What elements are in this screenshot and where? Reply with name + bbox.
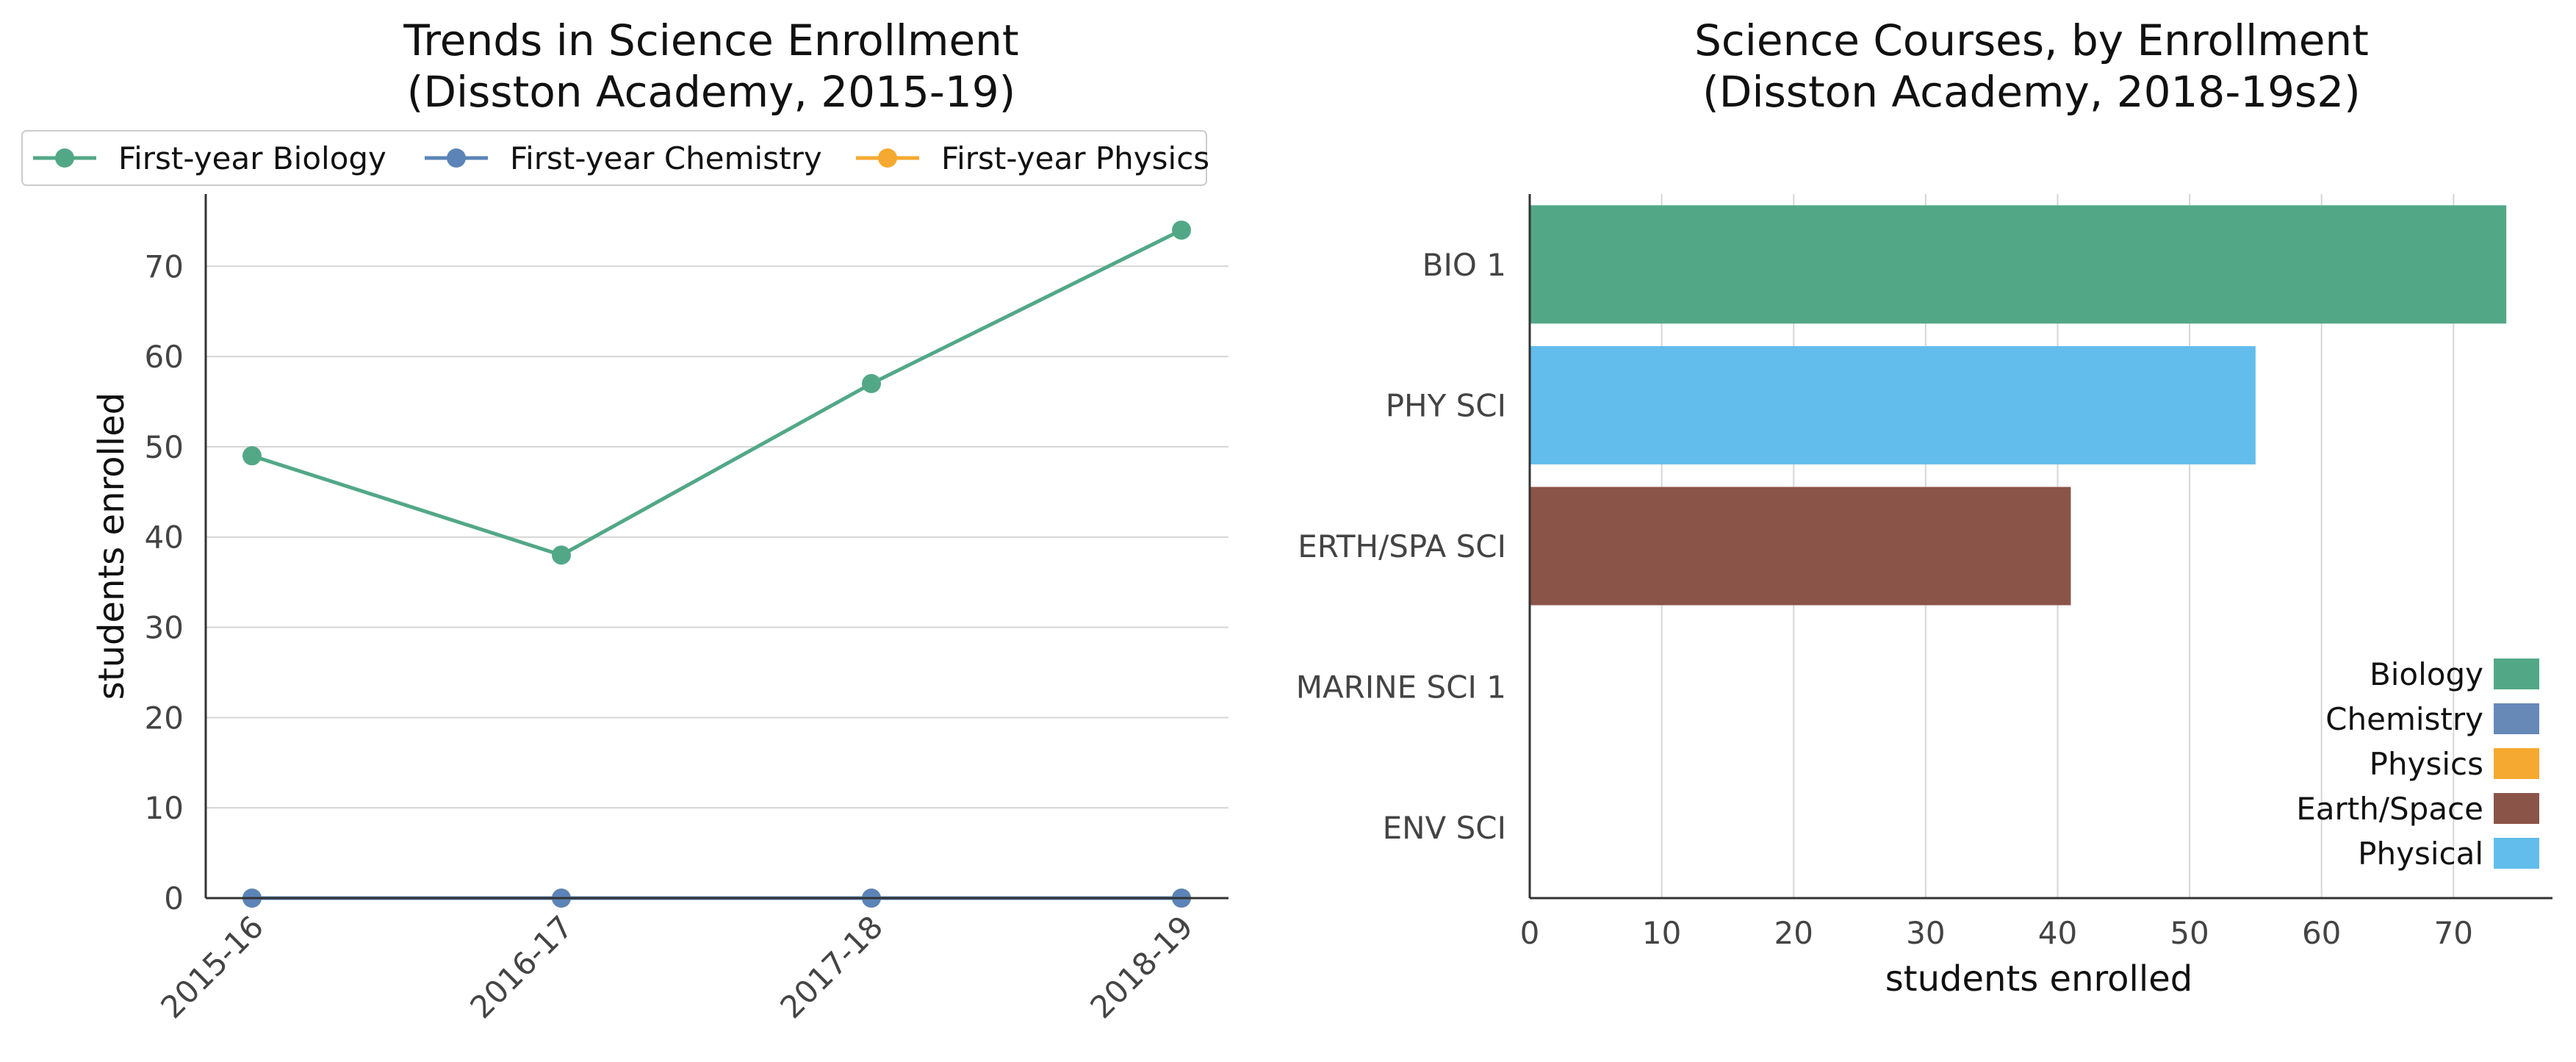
legend-swatch [2494,793,2539,824]
x-tick-label: 0 [1520,915,1540,951]
y-tick-label: PHY SCI [1386,387,1506,423]
line-chart-gridlines [206,265,1228,809]
legend-label: Chemistry [2325,701,2483,737]
x-tick-label: 2015-16 [154,908,270,1025]
legend-label: Biology [2370,656,2483,692]
title-line: Science Courses, by Enrollment [1694,15,2369,65]
bar-chart-y-ticks: BIO 1 PHY SCI ERTH/SPA SCI MARINE SCI 1 ENV … [1296,247,1506,846]
x-tick-label: 20 [1774,915,1813,951]
title-line: (Disston Academy, 2015-19) [407,67,1016,117]
bar-chart: Science Courses, by Enrollment (Disston A… [1296,15,2552,1000]
data-point [1172,220,1191,240]
line-chart-title: Trends in Science Enrollment (Disston Aca… [403,15,1018,117]
legend-swatch [2494,838,2539,869]
x-tick-label: 50 [2170,915,2209,951]
y-tick-label: 50 [145,429,184,465]
line-chart-y-ticks: 0 10 20 30 40 50 60 70 [145,248,184,916]
title-line: Trends in Science Enrollment [403,15,1018,65]
legend-label: Physical [2358,836,2483,872]
x-tick-label: 2017-18 [773,908,890,1025]
line-chart-legend: First-year Biology First-year Chemistry Fi… [21,130,1209,186]
line-chart: Trends in Science Enrollment (Disston Aca… [21,15,1228,1025]
bar [1530,345,2256,464]
legend-swatch [2494,748,2539,779]
legend-marker [55,148,74,168]
data-point [242,446,262,466]
x-tick-label: 2016-17 [463,908,580,1025]
y-tick-label: 10 [145,790,184,826]
line-chart-x-ticks: 2015-16 2016-17 2017-18 2018-19 [154,908,1200,1025]
line-chart-y-axis-label: students enrolled [91,392,132,700]
y-tick-label: MARINE SCI 1 [1296,670,1506,706]
legend-label: First-year Biology [118,140,386,176]
bar [1530,205,2507,324]
y-tick-label: 40 [145,520,184,556]
data-point [552,545,571,565]
bar-chart-x-ticks: 0 10 20 30 40 50 60 70 [1520,915,2473,951]
bar-chart-bars [1530,205,2507,606]
bar-chart-x-axis-label: students enrolled [1885,958,2192,1000]
legend-label: Earth/Space [2296,791,2483,827]
y-tick-label: BIO 1 [1422,247,1506,283]
y-tick-label: 20 [145,700,184,736]
y-tick-label: 70 [145,248,184,284]
bar-chart-title: Science Courses, by Enrollment (Disston A… [1694,15,2369,117]
y-tick-label: ENV SCI [1383,810,1506,846]
y-tick-label: 60 [145,339,184,375]
x-tick-label: 60 [2302,915,2341,951]
legend-swatch [2494,703,2539,734]
legend-swatch [2494,659,2539,689]
line-chart-series [242,220,1191,908]
bar [1530,487,2071,606]
legend-frame [21,130,1207,186]
y-tick-label: 0 [164,880,184,916]
bar-chart-legend: Biology Chemistry Physics Earth/Space Physic… [2296,656,2539,872]
legend-marker [447,148,466,168]
x-tick-label: 30 [1906,915,1945,951]
title-line: (Disston Academy, 2018-19s2) [1702,67,2361,117]
y-tick-label: ERTH/SPA SCI [1298,528,1506,564]
legend-label: First-year Physics [941,140,1209,176]
series-line [251,228,1183,557]
y-tick-label: 30 [145,610,184,646]
x-tick-label: 2018-19 [1083,908,1200,1025]
x-tick-label: 10 [1642,915,1681,951]
data-point [862,373,881,393]
x-tick-label: 70 [2434,915,2473,951]
x-tick-label: 40 [2038,915,2077,951]
legend-label: Physics [2370,746,2483,782]
legend-label: First-year Chemistry [510,140,822,176]
legend-marker [878,148,897,168]
